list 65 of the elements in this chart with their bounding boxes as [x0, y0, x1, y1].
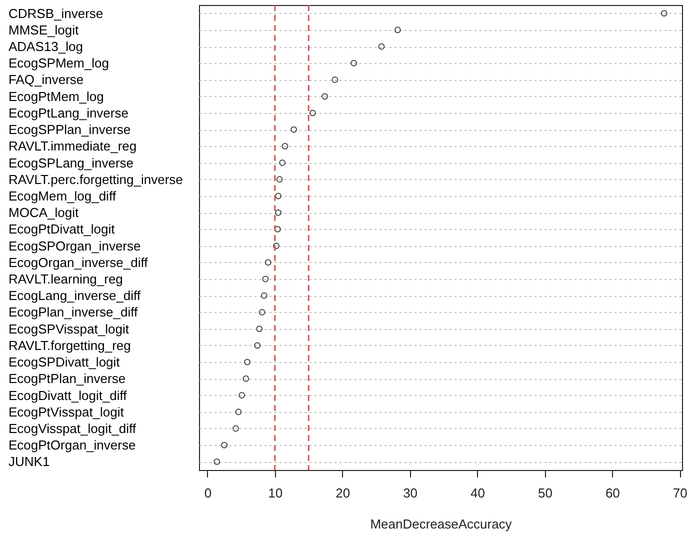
- point: [232, 425, 240, 432]
- y-tick-label: ADAS13_log: [8, 39, 83, 54]
- point: [262, 276, 269, 282]
- point: [309, 110, 316, 116]
- y-tick-label: EcogSPDivatt_logit: [8, 354, 120, 370]
- y-tick-label: EcogPtOrgan_inverse: [8, 438, 136, 453]
- point: [276, 176, 283, 183]
- y-tick-label: EcogSPMem_log: [8, 56, 109, 71]
- y-tick-label: RAVLT.perc.forgetting_inverse: [8, 172, 183, 187]
- x-tick-label: 10: [268, 486, 283, 500]
- y-tick-label: EcogVisspat_logit_diff: [8, 420, 136, 436]
- y-tick-label: EcogLang_inverse_diff: [8, 288, 141, 304]
- point: [279, 160, 286, 166]
- point: [235, 408, 242, 416]
- point: [275, 192, 282, 200]
- x-tick-label: 20: [336, 486, 350, 500]
- point: [350, 60, 358, 66]
- point: [378, 43, 385, 50]
- y-tick-label: MOCA_logit: [8, 205, 79, 220]
- point: [238, 392, 246, 398]
- y-tick-label: EcogPtMem_log: [8, 88, 104, 104]
- point: [260, 292, 268, 299]
- point: [332, 76, 338, 83]
- point: [264, 259, 272, 266]
- y-tick-label: CDRSB_inverse: [8, 6, 104, 21]
- x-tick-label: 60: [605, 486, 620, 500]
- point: [322, 93, 328, 100]
- y-tick-label: FAQ_inverse: [8, 72, 84, 88]
- y-tick-label: EcogSPOrgan_inverse: [8, 238, 141, 254]
- x-tick-label: 50: [538, 486, 552, 500]
- point: [221, 442, 228, 448]
- point: [273, 242, 280, 250]
- point: [290, 126, 298, 133]
- y-tick-label: EcogPtVisspat_logit: [8, 404, 124, 420]
- point: [274, 226, 281, 232]
- point: [254, 342, 261, 349]
- point: [214, 458, 220, 465]
- x-tick-label: 30: [403, 486, 418, 500]
- y-tick-label: EcogPtPlan_inverse: [8, 371, 126, 386]
- y-tick-label: RAVLT.immediate_reg: [8, 138, 137, 154]
- point: [256, 326, 263, 332]
- y-tick-label: JUNK1: [8, 454, 50, 470]
- point: [660, 10, 668, 17]
- point: [242, 375, 250, 382]
- point: [282, 142, 288, 150]
- y-tick-label: EcogSPLang_inverse: [8, 155, 134, 170]
- y-tick-label: EcogDivatt_logit_diff: [8, 388, 128, 403]
- x-tick-label: 40: [470, 486, 485, 500]
- x-tick-label: 70: [672, 486, 688, 500]
- y-tick-label: EcogPtLang_inverse: [8, 105, 128, 120]
- y-tick-label: MMSE_logit: [8, 22, 79, 38]
- x-axis-title: MeanDecreaseAccuracy: [370, 516, 512, 532]
- y-tick-label: RAVLT.learning_reg: [8, 272, 123, 287]
- y-tick-label: RAVLT.forgetting_reg: [8, 338, 131, 353]
- y-tick-label: EcogMem_log_diff: [8, 188, 116, 204]
- point: [244, 358, 250, 366]
- y-tick-label: EcogOrgan_inverse_diff: [8, 254, 148, 270]
- y-tick-label: EcogPtDivatt_logit: [8, 222, 116, 237]
- point: [258, 309, 266, 316]
- y-tick-label: EcogSPVisspat_logit: [8, 321, 130, 336]
- x-tick-label: 0: [204, 486, 212, 500]
- y-tick-label: EcogPlan_inverse_diff: [8, 304, 138, 320]
- point: [394, 26, 401, 34]
- point: [275, 209, 282, 216]
- y-tick-label: EcogSPPlan_inverse: [8, 122, 131, 138]
